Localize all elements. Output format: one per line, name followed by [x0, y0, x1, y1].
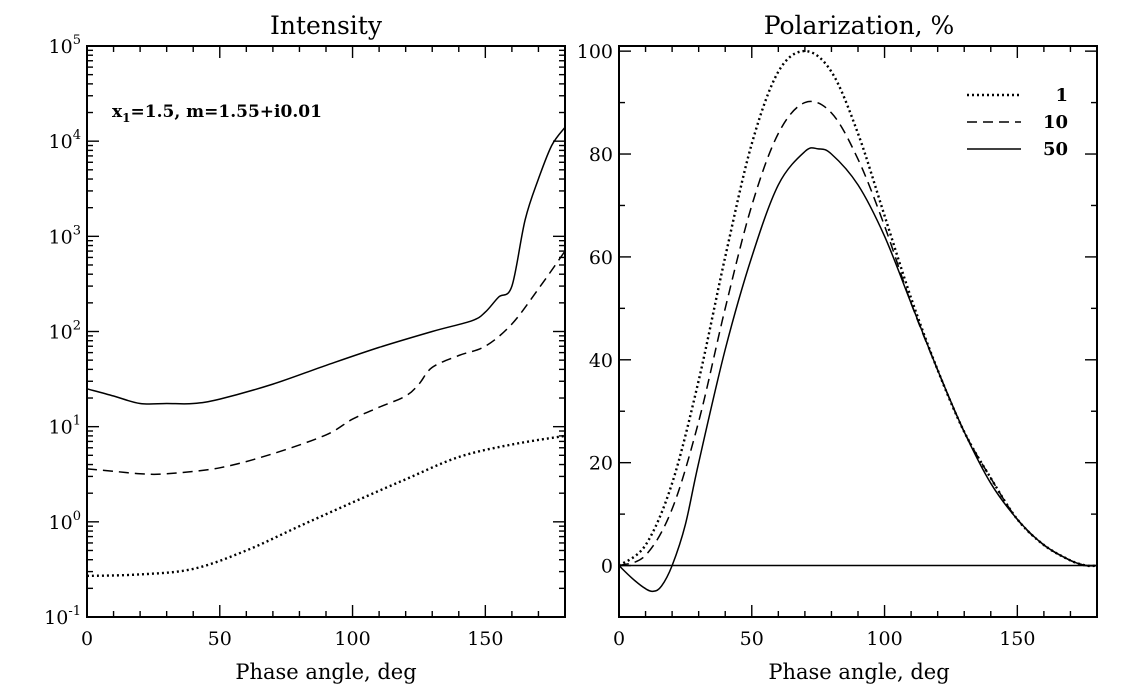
annotation-prefix: x [112, 102, 123, 122]
intensity-annotation: x1=1.5, m=1.55+i0.01 [112, 102, 322, 125]
intensity-y-tick-label: 10-1 [44, 604, 81, 629]
intensity-series-50-line [86, 126, 566, 405]
polarization-panel: Polarization, % Phase angle, deg 0 50 100 1… [577, 11, 1098, 684]
intensity-y-tick-label: 105 [49, 33, 81, 58]
intensity-y-tick-label: 100 [49, 509, 81, 534]
polarization-y-tick-label: 80 [589, 144, 613, 166]
legend-label-1: 1 [1055, 85, 1068, 106]
intensity-series-1-line [86, 434, 566, 578]
intensity-y-tick-label: 103 [49, 223, 81, 248]
polarization-x-tick-label: 100 [866, 628, 902, 650]
intensity-plot-frame [86, 45, 566, 618]
intensity-x-tick-label: 100 [334, 628, 370, 650]
polarization-x-axis-label: Phase angle, deg [768, 660, 949, 684]
annotation-text: =1.5, m=1.55+i0.01 [131, 102, 322, 122]
polarization-y-tick-label: 0 [601, 556, 613, 578]
polarization-series-50-line [618, 147, 1098, 593]
polarization-y-tick-label: 40 [589, 350, 613, 372]
intensity-y-tick-label: 104 [49, 128, 81, 153]
intensity-title: Intensity [270, 11, 383, 40]
intensity-x-tick-label: 0 [81, 628, 93, 650]
intensity-x-axis-label: Phase angle, deg [235, 660, 416, 684]
polarization-plot-frame [618, 45, 1098, 618]
intensity-x-tick-label: 50 [208, 628, 232, 650]
polarization-y-tick-label: 20 [589, 453, 613, 475]
polarization-x-tick-label: 50 [740, 628, 764, 650]
intensity-panel: Intensity Phase angle, deg x1=1.5, m=1.5… [44, 11, 566, 684]
polarization-x-tick-label: 150 [999, 628, 1035, 650]
legend: 1 10 50 [967, 85, 1068, 160]
intensity-y-tick-label: 101 [49, 414, 81, 439]
polarization-y-tick-label: 60 [589, 247, 613, 269]
intensity-y-tick-label: 102 [49, 319, 81, 344]
polarization-series-10-line [618, 100, 1098, 567]
legend-label-50: 50 [1043, 139, 1068, 160]
polarization-y-tick-label: 100 [577, 41, 613, 63]
intensity-x-tick-label: 150 [467, 628, 503, 650]
legend-label-10: 10 [1043, 112, 1068, 133]
polarization-x-tick-label: 0 [613, 628, 625, 650]
annotation-subscript: 1 [122, 111, 130, 125]
intensity-series-10-line [86, 250, 566, 476]
polarization-series-1-line [618, 49, 1098, 568]
polarization-title: Polarization, % [764, 11, 955, 40]
